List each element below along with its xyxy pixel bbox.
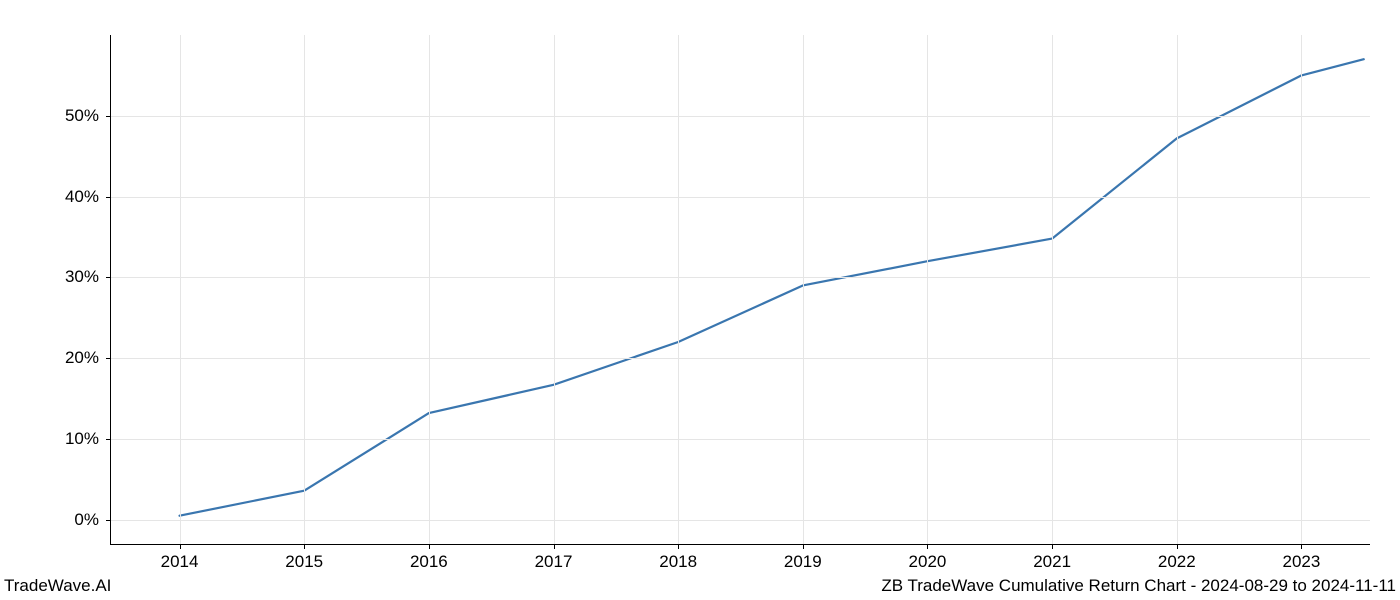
grid-line-vertical	[304, 35, 305, 544]
y-tick-label: 30%	[65, 267, 99, 287]
x-tick	[180, 544, 181, 549]
x-tick-label: 2014	[161, 552, 199, 572]
x-tick-label: 2019	[784, 552, 822, 572]
x-tick-label: 2018	[659, 552, 697, 572]
grid-line-vertical	[1177, 35, 1178, 544]
x-tick	[304, 544, 305, 549]
x-tick-label: 2015	[285, 552, 323, 572]
x-tick	[1301, 544, 1302, 549]
chart-container: 2014201520162017201820192020202120222023…	[110, 35, 1370, 545]
x-tick	[429, 544, 430, 549]
grid-line-vertical	[927, 35, 928, 544]
footer-brand: TradeWave.AI	[4, 576, 111, 596]
grid-line-horizontal	[111, 358, 1370, 359]
grid-line-horizontal	[111, 439, 1370, 440]
y-tick-label: 20%	[65, 348, 99, 368]
y-tick	[106, 277, 111, 278]
x-tick-label: 2017	[535, 552, 573, 572]
x-tick-label: 2020	[909, 552, 947, 572]
x-tick	[927, 544, 928, 549]
grid-line-horizontal	[111, 116, 1370, 117]
grid-line-vertical	[678, 35, 679, 544]
grid-line-vertical	[180, 35, 181, 544]
grid-line-vertical	[554, 35, 555, 544]
grid-line-horizontal	[111, 197, 1370, 198]
y-tick	[106, 116, 111, 117]
grid-line-vertical	[429, 35, 430, 544]
x-tick-label: 2022	[1158, 552, 1196, 572]
grid-line-horizontal	[111, 520, 1370, 521]
y-tick	[106, 439, 111, 440]
grid-line-horizontal	[111, 277, 1370, 278]
x-tick-label: 2021	[1033, 552, 1071, 572]
x-tick	[1052, 544, 1053, 549]
x-tick-label: 2016	[410, 552, 448, 572]
line-series	[111, 35, 1370, 544]
x-tick	[554, 544, 555, 549]
grid-line-vertical	[803, 35, 804, 544]
grid-line-vertical	[1052, 35, 1053, 544]
y-tick-label: 0%	[74, 510, 99, 530]
x-tick	[1177, 544, 1178, 549]
x-tick	[678, 544, 679, 549]
y-tick-label: 50%	[65, 106, 99, 126]
y-tick-label: 40%	[65, 187, 99, 207]
y-tick	[106, 358, 111, 359]
y-tick	[106, 520, 111, 521]
plot-area: 2014201520162017201820192020202120222023…	[110, 35, 1370, 545]
y-tick-label: 10%	[65, 429, 99, 449]
footer-caption: ZB TradeWave Cumulative Return Chart - 2…	[881, 576, 1396, 596]
x-tick-label: 2023	[1283, 552, 1321, 572]
grid-line-vertical	[1301, 35, 1302, 544]
y-tick	[106, 197, 111, 198]
x-tick	[803, 544, 804, 549]
return-line	[180, 59, 1364, 515]
